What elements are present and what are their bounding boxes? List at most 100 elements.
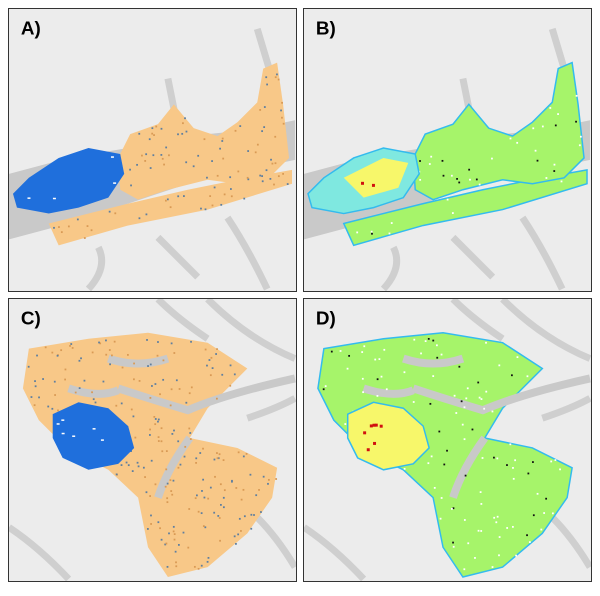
- texture: [165, 468, 168, 471]
- texture: [182, 531, 185, 534]
- texture: [175, 379, 178, 382]
- texture: [27, 365, 30, 368]
- texture: [125, 461, 128, 464]
- texture: [371, 183, 375, 187]
- texture: [149, 167, 152, 169]
- texture: [221, 137, 224, 140]
- texture: [438, 430, 441, 433]
- texture: [64, 368, 67, 371]
- texture: [509, 443, 512, 446]
- texture: [166, 198, 169, 201]
- texture: [108, 210, 111, 213]
- texture: [169, 479, 172, 482]
- texture: [209, 486, 212, 489]
- texture: [491, 410, 494, 413]
- texture: [54, 394, 56, 396]
- texture: [516, 141, 519, 144]
- texture: [219, 147, 221, 150]
- texture: [280, 109, 282, 112]
- texture: [92, 428, 96, 430]
- texture: [578, 144, 581, 147]
- texture: [202, 525, 205, 528]
- texture: [363, 431, 367, 435]
- patch-yellow: [343, 157, 409, 198]
- texture: [512, 467, 514, 469]
- texture: [550, 460, 553, 463]
- water-channel: [155, 234, 201, 280]
- texture: [209, 195, 212, 197]
- texture: [145, 491, 148, 494]
- texture: [160, 440, 163, 443]
- texture: [443, 463, 446, 466]
- texture: [166, 497, 169, 500]
- texture: [495, 521, 498, 524]
- texture: [185, 401, 188, 404]
- texture: [235, 542, 237, 545]
- texture: [403, 467, 406, 470]
- texture: [235, 487, 238, 489]
- texture: [440, 353, 443, 356]
- water-channel: [205, 299, 296, 362]
- texture: [452, 507, 455, 510]
- texture: [197, 154, 200, 157]
- texture: [579, 135, 582, 138]
- tidal-channel: [362, 384, 415, 398]
- texture: [446, 449, 448, 452]
- texture: [427, 462, 430, 465]
- texture: [223, 489, 226, 492]
- texture: [213, 511, 216, 514]
- texture: [240, 530, 242, 532]
- texture: [151, 132, 154, 135]
- texture: [559, 468, 561, 471]
- texture: [242, 488, 245, 491]
- texture: [156, 354, 159, 357]
- texture: [413, 338, 416, 341]
- texture: [208, 359, 211, 361]
- texture: [90, 229, 93, 232]
- texture: [60, 231, 63, 234]
- texture: [168, 532, 170, 535]
- texture: [270, 158, 272, 161]
- texture: [464, 474, 467, 477]
- texture: [379, 424, 383, 428]
- texture: [536, 159, 539, 162]
- texture: [164, 485, 167, 488]
- texture: [376, 378, 379, 381]
- texture: [286, 183, 289, 185]
- texture: [61, 419, 65, 421]
- texture: [171, 493, 174, 496]
- texture: [179, 463, 182, 466]
- texture: [172, 479, 175, 482]
- texture: [171, 433, 174, 435]
- texture: [220, 203, 223, 206]
- texture: [433, 486, 436, 489]
- texture: [175, 561, 177, 564]
- texture: [217, 457, 220, 460]
- texture: [480, 530, 483, 532]
- texture: [480, 398, 483, 400]
- texture: [260, 511, 262, 513]
- texture: [455, 412, 458, 414]
- texture: [173, 429, 175, 432]
- texture: [221, 140, 224, 142]
- texture: [129, 168, 131, 171]
- texture: [496, 457, 499, 460]
- texture: [213, 458, 216, 461]
- texture: [215, 397, 218, 400]
- texture: [245, 452, 248, 455]
- texture: [60, 349, 63, 352]
- texture: [250, 513, 253, 516]
- tidal-channel: [411, 374, 591, 415]
- tidal-channel: [116, 374, 296, 415]
- texture: [203, 496, 206, 499]
- texture: [166, 501, 169, 504]
- texture: [243, 197, 246, 200]
- texture: [183, 195, 185, 197]
- texture: [145, 213, 148, 216]
- texture: [204, 348, 207, 351]
- texture: [330, 350, 333, 353]
- texture: [246, 176, 249, 179]
- texture: [64, 378, 67, 381]
- texture: [170, 490, 173, 492]
- texture: [378, 358, 381, 360]
